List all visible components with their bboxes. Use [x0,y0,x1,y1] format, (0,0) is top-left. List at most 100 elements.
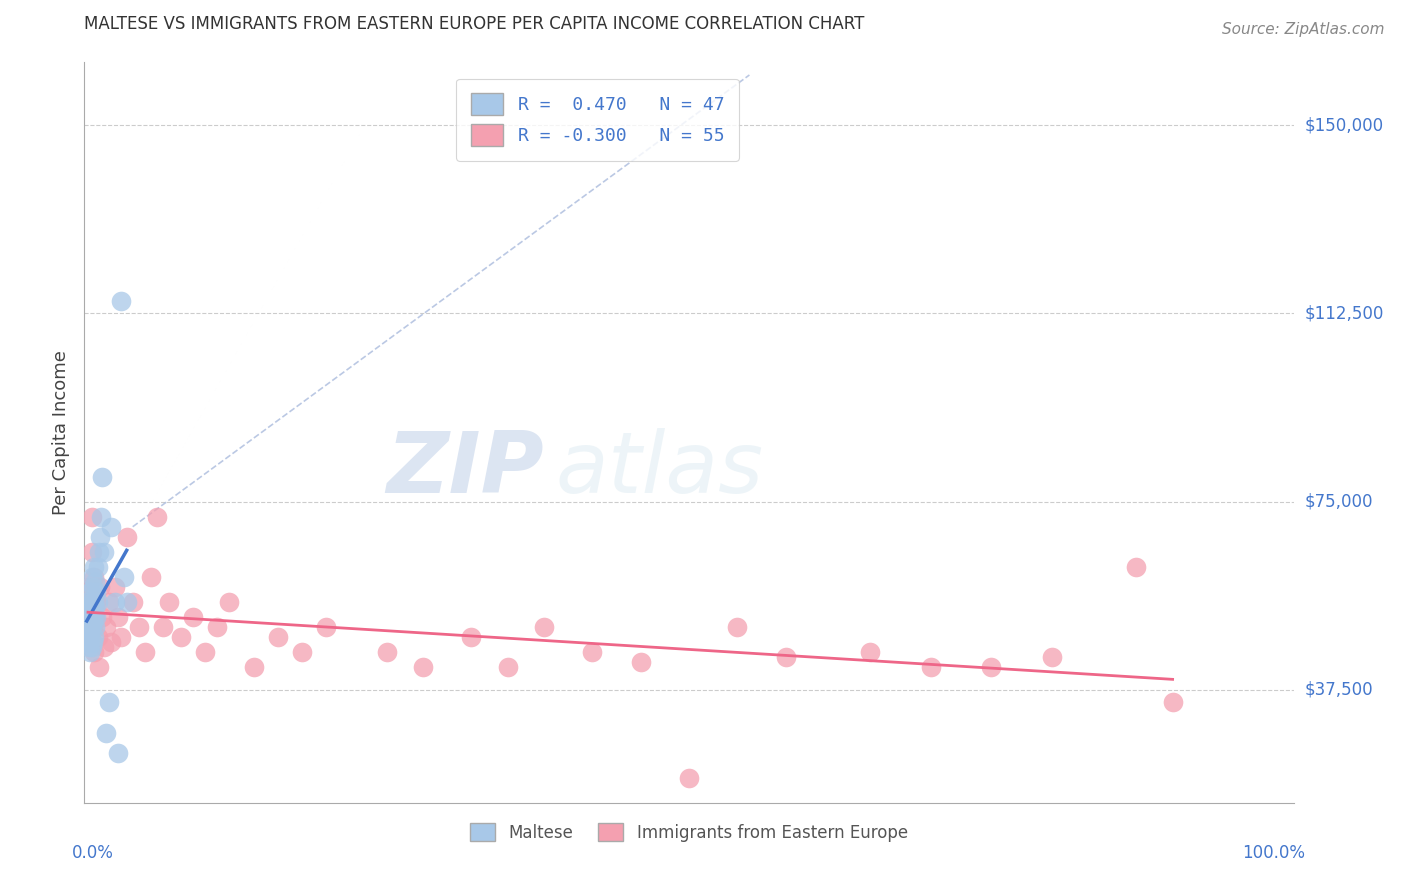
Point [77,640,100,655]
Point [115,595,138,609]
Point [89,580,111,594]
Point [94,725,117,739]
Point [83,595,105,609]
Point [86,630,108,644]
Point [152,620,174,634]
Point [315,620,337,634]
Point [110,630,132,644]
Point [630,655,652,669]
Point [91,469,114,483]
Point [104,595,127,609]
Point [97,695,120,709]
Point [496,660,519,674]
Text: Source: ZipAtlas.com: Source: ZipAtlas.com [1222,22,1385,37]
Point [1161,695,1184,709]
Point [859,645,882,659]
Point [86,595,108,609]
Point [157,595,180,609]
Point [79,585,101,599]
Point [82,635,104,649]
Point [79,630,101,644]
Text: 100.0%: 100.0% [1243,844,1306,862]
Point [77,600,100,615]
Point [460,630,482,644]
Point [375,645,398,659]
Text: $112,500: $112,500 [1305,304,1384,322]
Point [1040,650,1063,665]
Point [80,620,103,634]
Point [207,620,229,634]
Point [107,746,129,760]
Point [82,615,104,629]
Point [104,580,127,594]
Point [83,630,105,644]
Point [83,610,105,624]
Point [100,520,122,534]
Point [91,610,114,624]
Y-axis label: Per Capita Income: Per Capita Income [52,351,70,515]
Point [86,595,108,609]
Point [77,615,100,629]
Point [83,570,105,584]
Point [412,660,434,674]
Point [83,645,105,659]
Point [97,595,120,609]
Text: $150,000: $150,000 [1305,116,1384,134]
Point [291,645,314,659]
Point [194,645,217,659]
Point [77,625,100,640]
Point [80,640,103,655]
Point [100,635,122,649]
Point [80,595,103,609]
Point [87,545,110,559]
Point [920,660,942,674]
Point [980,660,1002,674]
Point [79,645,101,659]
Text: 0.0%: 0.0% [72,844,114,862]
Legend: Maltese, Immigrants from Eastern Europe: Maltese, Immigrants from Eastern Europe [461,815,917,850]
Point [110,293,132,308]
Text: MALTESE VS IMMIGRANTS FROM EASTERN EUROPE PER CAPITA INCOME CORRELATION CHART: MALTESE VS IMMIGRANTS FROM EASTERN EUROP… [84,15,865,33]
Point [77,610,100,624]
Point [77,630,100,644]
Point [79,595,101,609]
Point [94,620,117,634]
Point [678,771,700,785]
Point [86,610,108,624]
Point [112,570,135,584]
Point [84,574,107,589]
Point [80,509,103,524]
Point [87,660,110,674]
Point [89,530,111,544]
Point [93,640,115,655]
Point [775,650,797,665]
Point [76,595,98,609]
Point [90,509,112,524]
Point [242,660,264,674]
Point [84,600,107,615]
Point [134,645,156,659]
Text: ZIP: ZIP [387,428,544,511]
Point [76,620,98,634]
Point [82,580,104,594]
Point [86,585,108,599]
Point [79,630,101,644]
Point [218,595,240,609]
Point [128,620,150,634]
Point [121,595,143,609]
Point [84,610,107,624]
Point [79,620,101,634]
Point [77,610,100,624]
Point [115,530,138,544]
Point [581,645,603,659]
Point [170,630,193,644]
Point [80,610,103,624]
Point [77,635,100,649]
Point [139,570,162,584]
Point [146,509,169,524]
Point [86,560,108,574]
Point [80,570,103,584]
Text: $75,000: $75,000 [1305,492,1374,510]
Point [533,620,555,634]
Point [82,600,104,615]
